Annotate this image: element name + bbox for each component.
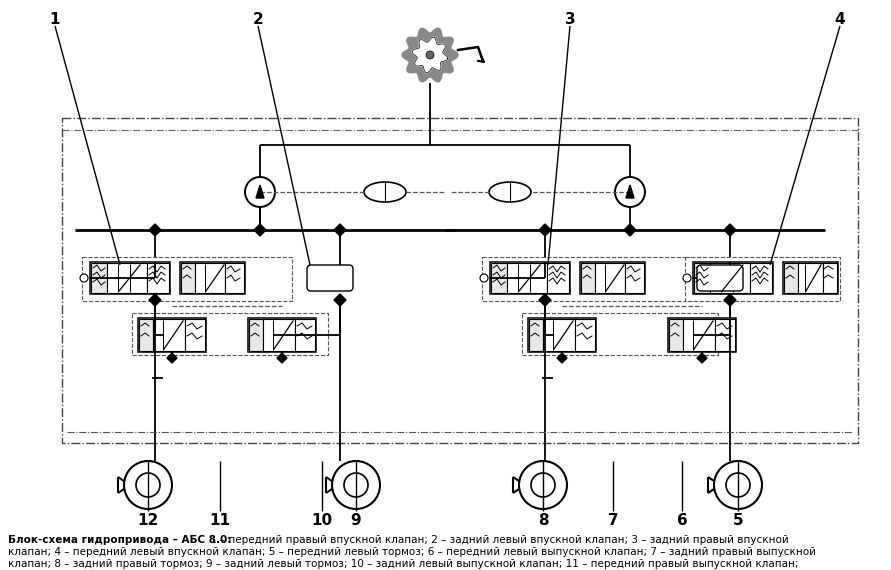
Circle shape <box>344 473 368 497</box>
Polygon shape <box>624 224 636 236</box>
Bar <box>507 263 547 293</box>
Circle shape <box>531 473 555 497</box>
Bar <box>138 318 206 352</box>
FancyBboxPatch shape <box>307 265 353 291</box>
Bar <box>625 263 644 293</box>
Text: 3: 3 <box>565 12 576 27</box>
Bar <box>132 313 328 355</box>
Bar <box>694 263 710 293</box>
Bar <box>263 319 295 351</box>
Polygon shape <box>539 294 551 306</box>
Bar <box>295 319 315 351</box>
Polygon shape <box>724 224 736 236</box>
Bar <box>225 263 244 293</box>
Circle shape <box>683 274 691 282</box>
Bar <box>147 263 169 293</box>
Bar <box>669 319 683 351</box>
Bar <box>547 263 569 293</box>
Circle shape <box>245 177 275 207</box>
Circle shape <box>714 461 762 509</box>
Text: 7: 7 <box>608 513 618 528</box>
Bar <box>529 319 543 351</box>
Circle shape <box>615 177 645 207</box>
Text: 9: 9 <box>351 513 362 528</box>
Bar <box>685 257 840 301</box>
Bar <box>491 263 507 293</box>
Polygon shape <box>557 353 567 363</box>
Polygon shape <box>697 353 707 363</box>
Polygon shape <box>167 353 177 363</box>
Ellipse shape <box>489 182 531 202</box>
Bar <box>798 263 823 293</box>
Text: клапан; 8 – задний правый тормоз; 9 – задний левый тормоз; 10 – задний левый вып: клапан; 8 – задний правый тормоз; 9 – за… <box>8 559 798 569</box>
Bar <box>185 319 205 351</box>
Bar <box>90 262 170 294</box>
Bar <box>180 262 245 294</box>
Text: 12: 12 <box>137 513 159 528</box>
Bar <box>91 263 107 293</box>
Text: 1 – передний правый впускной клапан; 2 – задний левый впускной клапан; 3 – задни: 1 – передний правый впускной клапан; 2 –… <box>210 535 789 545</box>
FancyBboxPatch shape <box>697 265 743 291</box>
Bar <box>181 263 195 293</box>
Circle shape <box>136 473 160 497</box>
Bar <box>668 318 736 352</box>
Circle shape <box>480 274 488 282</box>
Bar <box>575 319 595 351</box>
Text: 2: 2 <box>253 12 264 27</box>
Text: 11: 11 <box>209 513 231 528</box>
Text: клапан; 4 – передний левый впускной клапан; 5 – передний левый тормоз; 6 – перед: клапан; 4 – передний левый впускной клап… <box>8 547 816 557</box>
Polygon shape <box>256 185 264 198</box>
Circle shape <box>332 461 380 509</box>
Polygon shape <box>149 224 161 236</box>
Bar <box>139 319 153 351</box>
Circle shape <box>124 461 172 509</box>
Bar <box>715 319 735 351</box>
Bar <box>595 263 625 293</box>
Polygon shape <box>277 353 287 363</box>
Polygon shape <box>254 224 266 236</box>
Text: 5: 5 <box>732 513 743 528</box>
Bar <box>490 262 570 294</box>
Bar <box>82 257 292 301</box>
Bar <box>528 318 596 352</box>
Bar <box>195 263 225 293</box>
Bar <box>784 263 798 293</box>
Text: 8: 8 <box>537 513 548 528</box>
Bar <box>482 257 692 301</box>
Polygon shape <box>539 224 551 236</box>
Bar <box>750 263 772 293</box>
Polygon shape <box>724 294 736 306</box>
Circle shape <box>726 473 750 497</box>
Circle shape <box>80 274 88 282</box>
Bar <box>693 262 773 294</box>
Text: 4: 4 <box>835 12 846 27</box>
Bar <box>107 263 147 293</box>
Bar <box>153 319 185 351</box>
Bar <box>249 319 263 351</box>
Polygon shape <box>413 37 447 73</box>
Text: 6: 6 <box>676 513 687 528</box>
Bar <box>248 318 316 352</box>
Circle shape <box>426 51 434 59</box>
Polygon shape <box>402 28 458 82</box>
Polygon shape <box>149 294 161 306</box>
Text: 1: 1 <box>50 12 61 27</box>
Bar <box>783 262 838 294</box>
Polygon shape <box>334 224 346 236</box>
Text: 10: 10 <box>312 513 332 528</box>
Bar <box>580 262 645 294</box>
Circle shape <box>519 461 567 509</box>
Bar <box>581 263 595 293</box>
Bar <box>823 263 837 293</box>
Bar <box>543 319 575 351</box>
Text: Блок-схема гидропривода – АБС 8.0:: Блок-схема гидропривода – АБС 8.0: <box>8 535 232 545</box>
Ellipse shape <box>364 182 406 202</box>
Bar <box>683 319 715 351</box>
Bar <box>522 313 718 355</box>
Polygon shape <box>334 294 346 306</box>
Polygon shape <box>626 185 634 198</box>
Bar <box>710 263 750 293</box>
